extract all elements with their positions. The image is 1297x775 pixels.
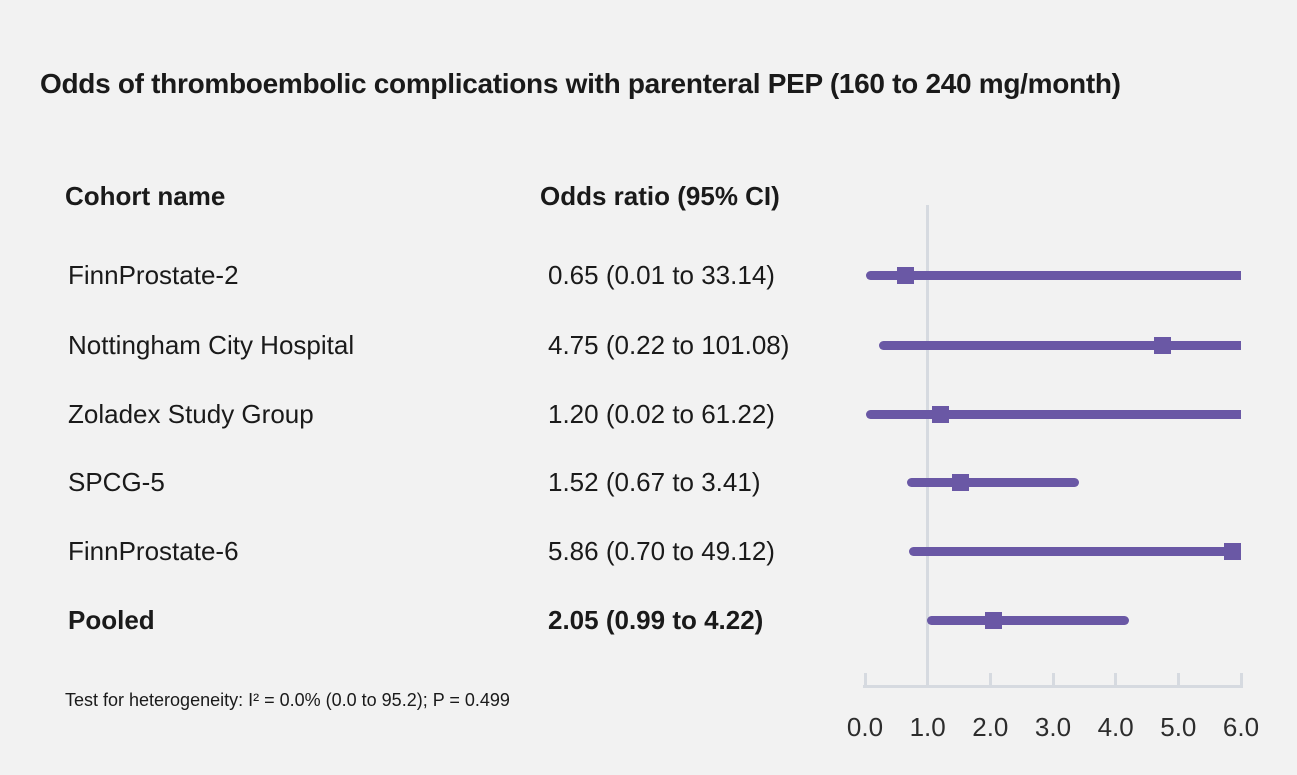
column-header-odds-ratio: Odds ratio (95% CI) <box>540 181 780 211</box>
x-axis-tick <box>1114 673 1118 685</box>
confidence-interval-bar <box>865 270 1241 280</box>
cohort-label: FinnProstate-6 <box>68 536 239 566</box>
confidence-interval-bar <box>908 546 1241 556</box>
x-axis-tick <box>1051 673 1055 685</box>
x-axis-tick-label: 4.0 <box>1097 712 1134 742</box>
odds-ratio-marker <box>1154 336 1172 354</box>
odds-ratio-value: 2.05 (0.99 to 4.22) <box>548 605 764 635</box>
cohort-label: Nottingham City Hospital <box>68 330 355 360</box>
x-axis-tick-label: 1.0 <box>909 712 946 742</box>
odds-ratio-marker <box>1223 542 1241 560</box>
cohort-label: FinnProstate-2 <box>68 260 239 290</box>
cohort-label: Zoladex Study Group <box>68 399 314 429</box>
x-axis-tick-label: 0.0 <box>846 712 884 742</box>
x-axis-tick <box>988 673 992 685</box>
x-axis-tick-label: 5.0 <box>1160 712 1197 742</box>
confidence-interval-bar <box>906 477 1079 487</box>
confidence-interval-bar <box>927 615 1130 625</box>
odds-ratio-value: 0.65 (0.01 to 33.14) <box>548 260 775 290</box>
odds-ratio-value: 4.75 (0.22 to 101.08) <box>548 330 790 360</box>
reference-line-or-1 <box>926 205 930 687</box>
x-axis-tick-label: 2.0 <box>972 712 1009 742</box>
x-axis-tick <box>926 673 930 685</box>
x-axis-tick-label: 6.0 <box>1222 712 1260 742</box>
cohort-label: SPCG-5 <box>68 467 165 497</box>
heterogeneity-footnote: Test for heterogeneity: I² = 0.0% (0.0 t… <box>65 690 510 710</box>
odds-ratio-marker <box>984 611 1002 629</box>
odds-ratio-value: 5.86 (0.70 to 49.12) <box>548 536 775 566</box>
x-axis-tick <box>1176 673 1180 685</box>
odds-ratio-value: 1.52 (0.67 to 3.41) <box>548 467 761 497</box>
odds-ratio-marker <box>897 266 915 284</box>
confidence-interval-bar <box>878 340 1241 350</box>
odds-ratio-value: 1.20 (0.02 to 61.22) <box>548 399 775 429</box>
x-axis-tick <box>1239 673 1243 685</box>
x-axis-tick <box>863 673 867 685</box>
column-header-cohort-name: Cohort name <box>65 181 226 211</box>
odds-ratio-marker <box>951 473 969 491</box>
x-axis-line <box>863 685 1243 688</box>
odds-ratio-marker <box>931 405 949 423</box>
chart-title: Odds of thromboembolic complications wit… <box>40 68 1121 99</box>
cohort-label: Pooled <box>68 605 155 635</box>
confidence-interval-bar <box>866 409 1241 419</box>
x-axis-tick-label: 3.0 <box>1034 712 1072 742</box>
